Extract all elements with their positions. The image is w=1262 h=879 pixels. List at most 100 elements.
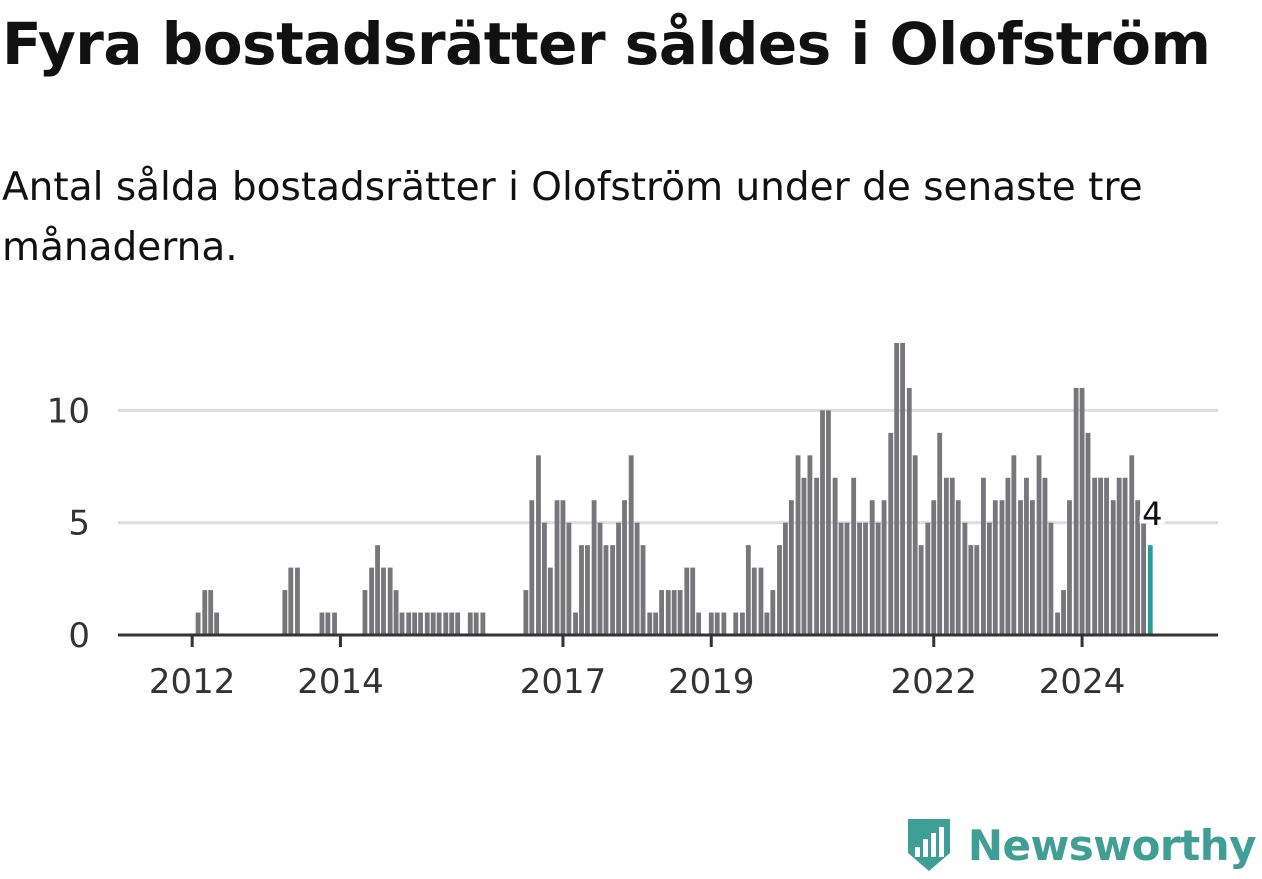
bar [807, 455, 813, 635]
bar [1018, 500, 1023, 635]
bar [684, 567, 690, 635]
bar [1024, 477, 1029, 635]
bar [826, 410, 831, 635]
bar [1042, 477, 1048, 635]
bar [381, 567, 386, 635]
bar [418, 612, 423, 635]
bar [554, 500, 560, 635]
bar [430, 612, 436, 635]
bar [1055, 612, 1060, 635]
x-tick-label: 2012 [149, 662, 236, 700]
x-axis: 2012 2014 2017 2019 2022 2024 [118, 633, 1218, 700]
bar [1005, 477, 1011, 635]
bar [900, 343, 906, 635]
bar [288, 567, 294, 635]
bar [1092, 477, 1098, 635]
bar [677, 590, 683, 635]
bar [634, 522, 640, 635]
bar [758, 567, 764, 635]
bar [832, 477, 838, 635]
y-tick-label: 0 [68, 616, 90, 656]
bar [999, 500, 1005, 635]
chart-subtitle: Antal sålda bostadsrätter i Olofström un… [2, 165, 1143, 270]
bar [740, 612, 745, 635]
bar [362, 590, 368, 635]
bar [783, 522, 788, 635]
bar [1122, 477, 1128, 635]
bar [585, 545, 590, 635]
bar [943, 477, 949, 635]
bar [325, 612, 331, 635]
bar [319, 612, 325, 635]
bar [881, 500, 887, 635]
bar [659, 590, 664, 635]
bar [696, 612, 702, 635]
newsworthy-logo-icon [907, 819, 950, 871]
bar [925, 522, 931, 635]
bar [1098, 477, 1104, 635]
bar [282, 590, 288, 635]
bar [894, 343, 900, 635]
bar [424, 612, 430, 635]
bar [949, 477, 955, 635]
highlight-value-label: 4 [1142, 495, 1162, 533]
bar [751, 567, 757, 635]
bar [375, 545, 380, 635]
bar [529, 500, 535, 635]
bar [708, 612, 714, 635]
bar [622, 500, 627, 635]
bar [968, 545, 974, 635]
bar [931, 500, 937, 635]
x-tick-label: 2019 [668, 662, 755, 700]
bar [857, 522, 862, 635]
bar [597, 522, 603, 635]
bar [628, 455, 634, 635]
bar [369, 567, 375, 635]
bar [962, 522, 968, 635]
bar [542, 522, 547, 635]
bar [1048, 522, 1054, 635]
bar [610, 545, 616, 635]
bar [195, 612, 201, 635]
bar [863, 522, 868, 635]
bar [573, 612, 578, 635]
bar [986, 522, 992, 635]
bar [566, 522, 572, 635]
bar [1073, 387, 1079, 635]
bar [1141, 522, 1147, 635]
bar [449, 612, 455, 635]
x-tick-label: 2014 [297, 662, 384, 700]
bar [721, 612, 727, 635]
bar [1029, 500, 1035, 635]
bar [844, 522, 850, 635]
bar [690, 567, 696, 635]
bar [1011, 455, 1017, 635]
bar [1085, 432, 1091, 635]
bar [412, 612, 418, 635]
bar [1129, 455, 1135, 635]
bar [455, 612, 461, 635]
bar [473, 612, 479, 635]
bar [1104, 477, 1109, 635]
bar [764, 612, 770, 635]
bar [536, 455, 541, 635]
bar [906, 387, 912, 635]
bar [851, 477, 857, 635]
bar [745, 545, 751, 635]
bar [795, 455, 801, 635]
newsworthy-logo-text: Newsworthy [967, 820, 1257, 870]
bar [937, 432, 943, 635]
chart-title: Fyra bostadsrätter såldes i Olofström [2, 10, 1211, 78]
bar [814, 477, 819, 635]
bar [671, 590, 677, 635]
bar [295, 567, 300, 635]
bar [467, 612, 473, 635]
bar [406, 612, 412, 635]
bar [579, 545, 584, 635]
bar [1036, 455, 1042, 635]
bar [616, 522, 621, 635]
x-tick-label: 2022 [890, 662, 977, 700]
bar [981, 477, 986, 635]
bar [202, 590, 208, 635]
bar [955, 500, 961, 635]
